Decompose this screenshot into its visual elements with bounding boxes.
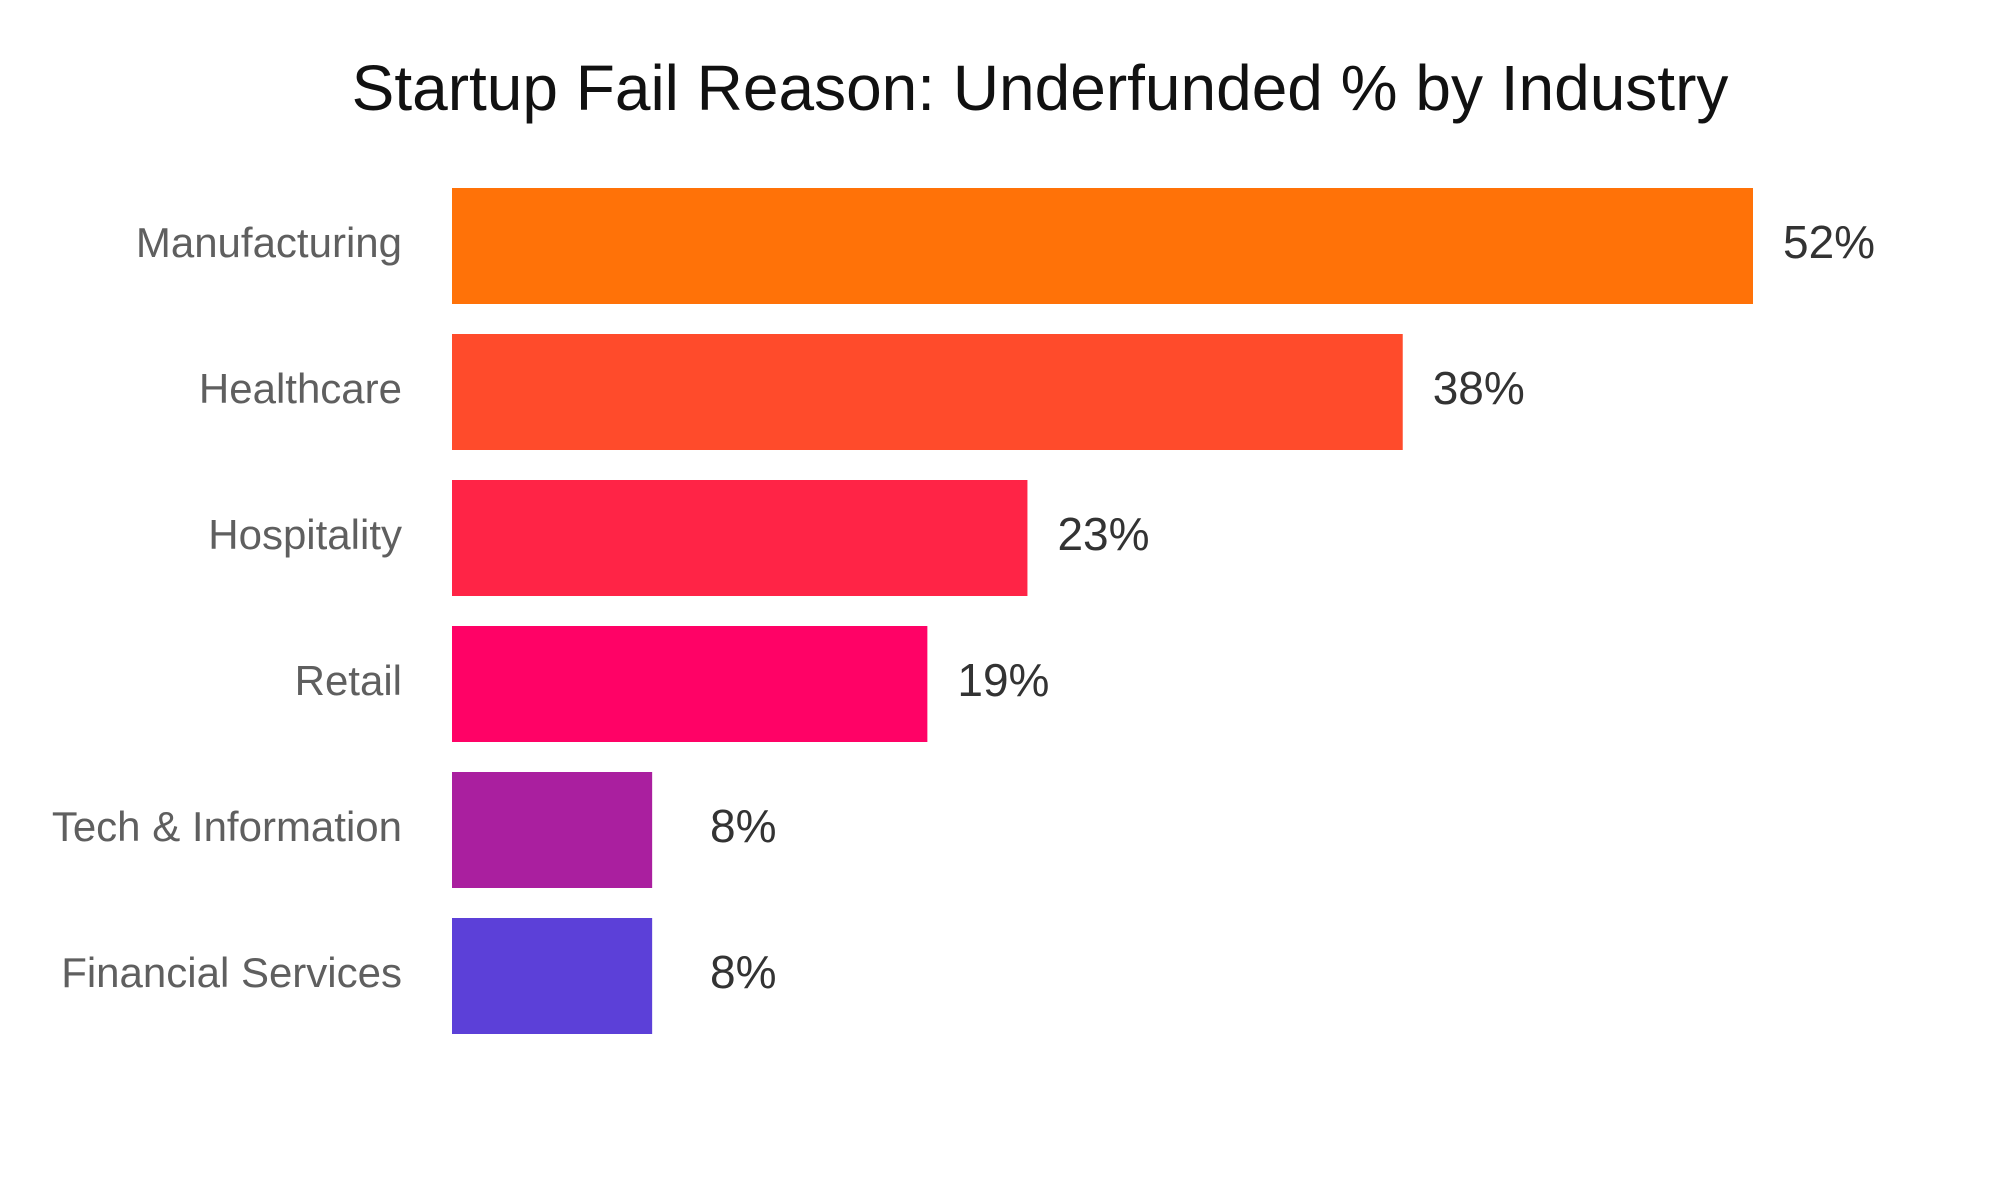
value-label-retail: 19% (957, 654, 1049, 706)
value-label-financial-services: 8% (710, 946, 776, 998)
category-label-retail: Retail (295, 657, 402, 704)
bar-hospitality (452, 480, 1028, 596)
bar-healthcare (452, 334, 1403, 450)
value-label-healthcare: 38% (1433, 362, 1525, 414)
value-label-manufacturing: 52% (1783, 216, 1875, 268)
category-labels-group: Manufacturing Healthcare Hospitality Retail… (52, 219, 402, 996)
bar-retail (452, 626, 928, 742)
value-labels-group: 52% 38% 23% 19% 8% 8% (710, 216, 1875, 998)
category-label-tech-and-information: Tech & Information (52, 803, 402, 850)
chart-title: Startup Fail Reason: Underfunded % by In… (352, 52, 1729, 124)
category-label-manufacturing: Manufacturing (136, 219, 402, 266)
category-label-hospitality: Hospitality (208, 511, 402, 558)
bar-manufacturing (452, 188, 1753, 304)
category-label-financial-services: Financial Services (61, 949, 402, 996)
bar-tech-and-information (452, 772, 653, 888)
bars-group (452, 188, 1753, 1034)
value-label-tech-and-information: 8% (710, 800, 776, 852)
category-label-healthcare: Healthcare (199, 365, 402, 412)
value-label-hospitality: 23% (1057, 508, 1149, 560)
bar-financial-services (452, 918, 653, 1034)
